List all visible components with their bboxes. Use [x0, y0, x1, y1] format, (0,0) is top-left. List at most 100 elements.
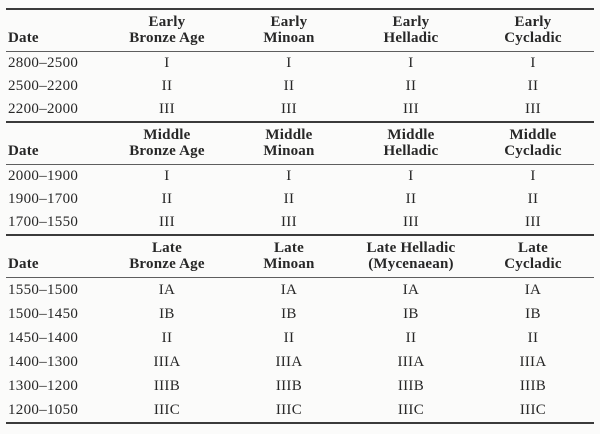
column-header-line: Middle: [143, 127, 191, 143]
period-cell: III: [159, 214, 175, 230]
table-row: 2800–2500 I I I I: [6, 52, 594, 76]
column-header-line: Middle: [387, 127, 435, 143]
column-header-middle-helladic: Middle Helladic: [349, 122, 472, 165]
table-row: 1200–1050 IIIC IIIC IIIC IIIC: [6, 398, 594, 423]
chronology-table: Date Early Bronze Age Early Minoan Early Hella…: [6, 8, 594, 424]
header-row: Date Early Bronze Age Early Minoan Early Hella…: [6, 9, 594, 52]
column-header-date: Date: [6, 9, 106, 52]
period-cell: II: [161, 191, 173, 207]
period-cell: IA: [524, 281, 542, 298]
period-cell: IB: [525, 305, 541, 322]
period-cell: I: [408, 168, 414, 184]
period-cell: III: [403, 214, 419, 230]
table-row: 2500–2200 II II II II: [6, 75, 594, 98]
period-cell: IIIA: [275, 353, 303, 370]
period-table-early-bronze-age: Date Early Bronze Age Early Minoan Early Hella…: [6, 8, 594, 121]
period-cell: IIIA: [153, 353, 181, 370]
date-cell: 1200–1050: [8, 401, 79, 418]
column-header-line: Cycladic: [504, 143, 562, 159]
period-cell: II: [161, 329, 173, 346]
column-header-line: Middle: [509, 127, 557, 143]
column-header-late-helladic-mycenaean: Late Helladic (Mycenaean): [349, 235, 472, 278]
period-cell: II: [527, 78, 539, 94]
column-header-line: Minoan: [263, 143, 315, 159]
column-header-line: Minoan: [263, 256, 315, 272]
date-cell: 1500–1450: [8, 305, 79, 322]
table-row: 1700–1550 III III III III: [6, 211, 594, 234]
period-cell: IIIC: [275, 401, 303, 418]
table-row: 2200–2000 III III III III: [6, 98, 594, 121]
header-row: Date Late Bronze Age Late Minoan Late Helladi…: [6, 235, 594, 278]
column-header-line: Late: [517, 240, 548, 256]
column-header-early-bronze-age: Early Bronze Age: [105, 9, 228, 52]
table-row: 1300–1200 IIIB IIIB IIIB IIIB: [6, 374, 594, 398]
column-header-date: Date: [6, 235, 106, 278]
period-cell: III: [281, 101, 297, 117]
column-header-line: Early: [148, 14, 186, 30]
column-header-late-bronze-age: Late Bronze Age: [105, 235, 228, 278]
column-header-line: Early: [270, 14, 308, 30]
period-cell: III: [281, 214, 297, 230]
period-cell: IB: [403, 305, 419, 322]
period-cell: III: [525, 101, 541, 117]
period-cell: IA: [280, 281, 298, 298]
period-cell: IIIB: [397, 377, 425, 394]
date-cell: 1450–1400: [8, 329, 79, 346]
date-cell: 2000–1900: [8, 168, 79, 184]
period-cell: I: [164, 55, 170, 71]
column-header-line: Early: [514, 14, 552, 30]
period-cell: II: [405, 329, 417, 346]
column-header-middle-minoan: Middle Minoan: [227, 122, 350, 165]
column-header-line: Late: [151, 240, 182, 256]
period-table-late-bronze-age: Date Late Bronze Age Late Minoan Late Helladi…: [6, 234, 594, 424]
period-cell: IIIA: [519, 353, 547, 370]
period-cell: IIIC: [397, 401, 425, 418]
column-header-early-minoan: Early Minoan: [227, 9, 350, 52]
period-cell: IIIB: [519, 377, 547, 394]
table-row: 1550–1500 IA IA IA IA: [6, 278, 594, 303]
period-cell: II: [283, 329, 295, 346]
date-cell: 1700–1550: [8, 214, 79, 230]
period-cell: IIIA: [397, 353, 425, 370]
column-header-line: Helladic: [383, 30, 439, 46]
column-header-middle-cycladic: Middle Cycladic: [471, 122, 594, 165]
column-header-line: Bronze Age: [129, 256, 205, 272]
period-cell: II: [527, 191, 539, 207]
column-header-line: Helladic: [383, 143, 439, 159]
period-cell: IIIC: [153, 401, 181, 418]
period-cell: I: [286, 168, 292, 184]
table-row: 1500–1450 IB IB IB IB: [6, 302, 594, 326]
date-cell: 1550–1500: [8, 281, 79, 298]
column-header-line: Late Helladic: [366, 240, 456, 256]
period-cell: IB: [281, 305, 297, 322]
column-header-line: (Mycenaean): [368, 256, 454, 272]
column-header-early-helladic: Early Helladic: [349, 9, 472, 52]
column-header-line: Middle: [265, 127, 313, 143]
date-cell: 1900–1700: [8, 191, 79, 207]
period-cell: II: [527, 329, 539, 346]
column-header-line: Early: [392, 14, 430, 30]
table-row: 2000–1900 I I I I: [6, 165, 594, 189]
table-row: 1900–1700 II II II II: [6, 188, 594, 211]
period-cell: III: [159, 101, 175, 117]
period-cell: II: [405, 78, 417, 94]
period-table-middle-bronze-age: Date Middle Bronze Age Middle Minoan Middle He…: [6, 121, 594, 234]
period-cell: III: [403, 101, 419, 117]
period-cell: II: [161, 78, 173, 94]
period-cell: II: [283, 191, 295, 207]
header-row: Date Middle Bronze Age Middle Minoan Middle He…: [6, 122, 594, 165]
column-header-line: Bronze Age: [129, 143, 205, 159]
period-cell: II: [405, 191, 417, 207]
column-header-late-cycladic: Late Cycladic: [471, 235, 594, 278]
period-cell: IIIB: [275, 377, 303, 394]
column-header-line: Bronze Age: [129, 30, 205, 46]
period-cell: I: [530, 168, 536, 184]
period-cell: IA: [158, 281, 176, 298]
column-header-line: Cycladic: [504, 256, 562, 272]
column-header-early-cycladic: Early Cycladic: [471, 9, 594, 52]
period-cell: IIIC: [519, 401, 547, 418]
table-row: 1450–1400 II II II II: [6, 326, 594, 350]
date-cell: 1400–1300: [8, 353, 79, 370]
date-cell: 2200–2000: [8, 101, 79, 117]
date-cell: 2500–2200: [8, 78, 79, 94]
